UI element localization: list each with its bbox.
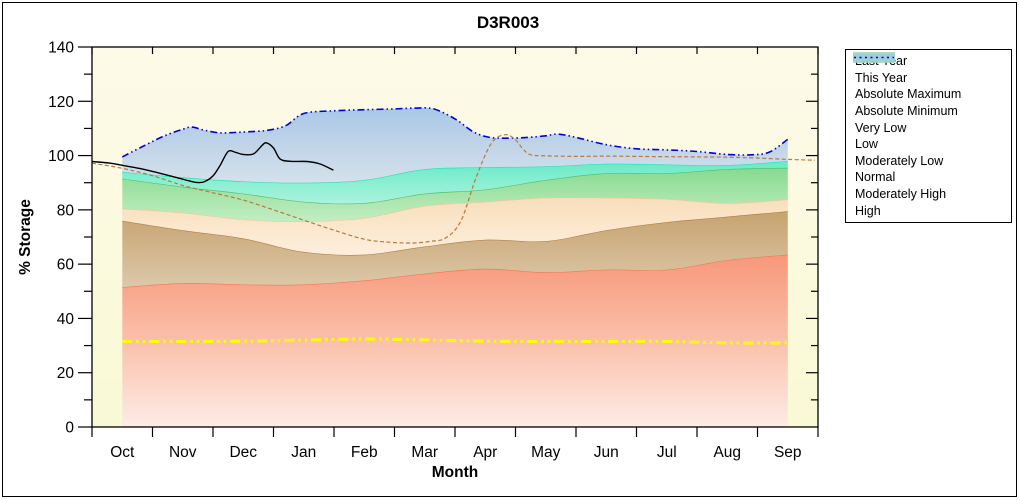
percentile-bands — [122, 107, 788, 427]
legend-label-this-year: This Year — [855, 70, 908, 85]
line-absolute-maximum — [121, 107, 789, 158]
line-last-year — [91, 134, 816, 244]
x-tick-label: Feb — [351, 444, 378, 461]
x-tick-label: Dec — [229, 444, 257, 461]
y-tick-label: 0 — [65, 420, 74, 437]
y-tick-label: 100 — [48, 148, 74, 165]
band-low — [122, 211, 788, 288]
tick-labels: 0 20 40 60 80 100 120 140 Oct Nov Dec Jan Feb Mar Apr M… — [48, 40, 801, 462]
x-tick-label: Aug — [713, 444, 741, 461]
legend-item-moderately-high: Moderately High — [846, 52, 1011, 203]
band-high — [122, 107, 788, 183]
data-lines — [91, 107, 816, 345]
line-absolute-minimum — [122, 337, 788, 345]
x-tick-label: Jan — [291, 444, 316, 461]
x-tick-label: Nov — [169, 444, 197, 461]
legend-band-sample — [853, 52, 895, 63]
y-tick-label: 40 — [57, 311, 75, 328]
legend-item-low: Low — [846, 52, 1011, 153]
legend-item-this-year: This Year — [846, 56, 1011, 87]
legend-item-high: High — [846, 52, 1011, 219]
legend-item-absolute-maximum: Absolute Maximum — [846, 56, 1011, 103]
legend-label-moderately-high: Moderately High — [855, 187, 947, 202]
legend-label-very-low: Very Low — [855, 120, 907, 135]
x-axis-title: Month — [432, 464, 478, 481]
legend-item-normal: Normal — [846, 52, 1011, 186]
legend-swatch-high — [853, 52, 895, 63]
legend-label-high: High — [855, 203, 881, 218]
y-axis-title: % Storage — [17, 199, 34, 275]
y-tick-label: 120 — [48, 94, 74, 111]
legend-item-moderately-low: Moderately Low — [846, 52, 1011, 170]
y-tick-label: 20 — [57, 365, 75, 382]
x-tick-label: Mar — [411, 444, 438, 461]
y-tick-label: 60 — [57, 257, 75, 274]
y-tick-label: 140 — [48, 40, 74, 57]
x-tick-label: Jul — [657, 444, 677, 461]
legend-label-absolute-maximum: Absolute Maximum — [855, 87, 962, 102]
band-moderately-high — [122, 161, 788, 204]
legend-label-moderately-low: Moderately Low — [855, 153, 944, 168]
legend-label-normal: Normal — [855, 170, 896, 185]
x-tick-label: Apr — [473, 444, 497, 461]
x-tick-label: May — [531, 444, 561, 461]
legend-item-absolute-minimum: Absolute Minimum — [846, 56, 1011, 120]
y-tick-label: 80 — [57, 202, 75, 219]
x-tick-label: Sep — [774, 444, 802, 461]
x-tick-label: Oct — [110, 444, 135, 461]
axes — [78, 46, 819, 437]
line-this-year — [91, 142, 334, 184]
legend-label-low: Low — [855, 137, 878, 152]
band-normal — [122, 167, 788, 222]
band-moderately-low — [122, 197, 788, 255]
chart-title: D3R003 — [477, 13, 539, 32]
legend-label-absolute-minimum: Absolute Minimum — [855, 104, 958, 119]
x-tick-label: Jun — [594, 444, 619, 461]
legend-item-very-low: Very Low — [846, 52, 1011, 136]
